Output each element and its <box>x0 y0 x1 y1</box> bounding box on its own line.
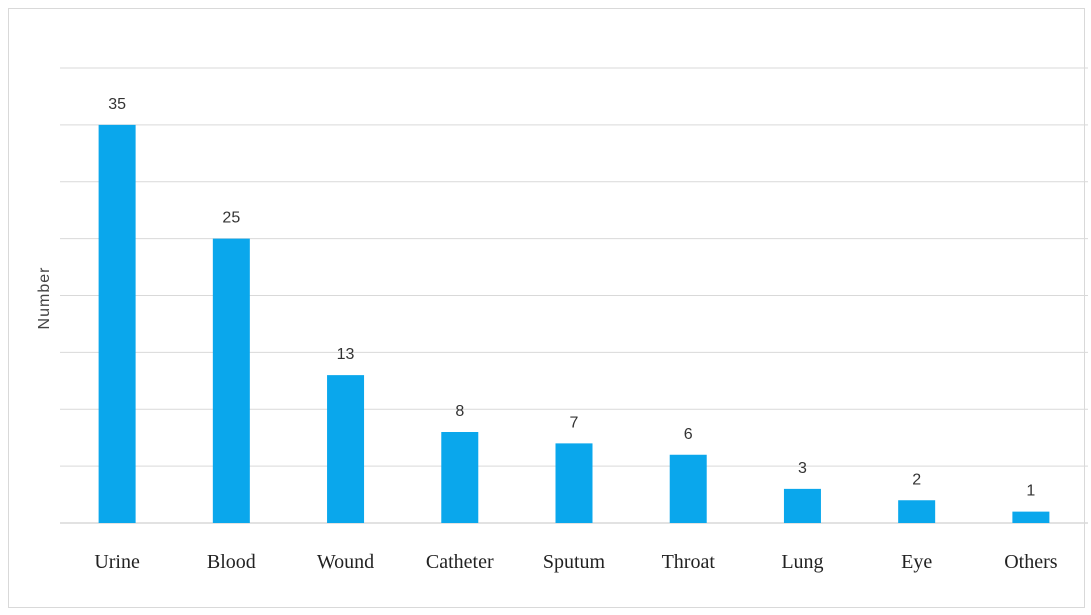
x-tick-label-lung: Lung <box>781 551 823 573</box>
x-tick-labels: Urine Blood Wound Catheter Sputum Throat Lung E… <box>94 551 1057 573</box>
data-label-catheter: 8 <box>455 403 464 420</box>
x-tick-label-blood: Blood <box>207 551 256 573</box>
bar-urine <box>99 125 136 523</box>
bar-wound <box>327 375 364 523</box>
data-label-throat: 6 <box>684 426 693 443</box>
data-label-blood: 25 <box>222 210 240 227</box>
data-label-wound: 13 <box>337 346 355 363</box>
data-label-sputum: 7 <box>570 414 579 431</box>
data-label-lung: 3 <box>798 460 807 477</box>
data-label-urine: 35 <box>108 96 126 113</box>
x-tick-label-wound: Wound <box>317 551 374 573</box>
x-tick-label-throat: Throat <box>662 551 716 573</box>
bar-others <box>1012 512 1049 523</box>
bar-eye <box>898 500 935 523</box>
x-tick-label-catheter: Catheter <box>426 551 494 573</box>
bar-throat <box>670 455 707 523</box>
x-tick-label-eye: Eye <box>901 551 932 573</box>
bar-catheter <box>441 432 478 523</box>
bars <box>99 125 1050 523</box>
data-label-eye: 2 <box>912 471 921 488</box>
data-label-others: 1 <box>1026 483 1035 500</box>
x-tick-label-urine: Urine <box>94 551 140 573</box>
x-tick-label-others: Others <box>1004 551 1058 573</box>
x-tick-label-sputum: Sputum <box>543 551 606 573</box>
bar-blood <box>213 239 250 523</box>
y-axis-title: Number <box>36 267 53 330</box>
bar-sputum <box>556 443 593 523</box>
bar-lung <box>784 489 821 523</box>
